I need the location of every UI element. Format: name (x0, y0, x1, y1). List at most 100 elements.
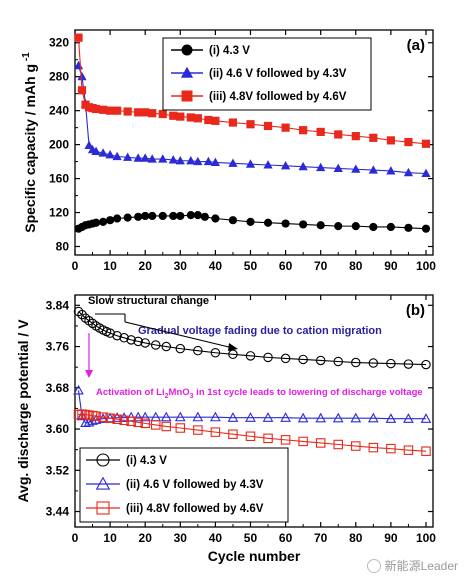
arrow-head-magenta (85, 370, 93, 378)
data-point (193, 210, 202, 220)
data-point (77, 71, 87, 81)
data-point (186, 155, 196, 165)
data-point (316, 162, 326, 172)
x-tick-label: 80 (349, 531, 363, 545)
x-tick-label: 90 (384, 531, 398, 545)
data-point (404, 137, 413, 147)
data-point (113, 106, 122, 115)
data-point (76, 410, 88, 421)
annotation-activation-part: in 1st cycle leads to lowering of discha… (194, 387, 423, 398)
data-point (245, 412, 256, 422)
data-point (280, 161, 291, 170)
data-point (368, 442, 379, 453)
x-tick-label: 70 (314, 531, 328, 545)
data-point (111, 412, 123, 422)
series-line (78, 413, 427, 452)
x-tick-label: 60 (279, 259, 293, 273)
data-point (334, 130, 343, 139)
data-point (147, 154, 157, 163)
legend-label: (iii) 4.8V followed by 4.6V (209, 91, 347, 103)
data-point (91, 146, 101, 155)
data-point (368, 358, 379, 368)
data-point (262, 412, 274, 422)
data-point (204, 115, 213, 125)
data-point (421, 359, 431, 370)
data-point (367, 412, 379, 423)
data-point (245, 159, 256, 168)
data-point (118, 412, 130, 422)
data-point (351, 164, 361, 173)
legend-label: (i) 4.3 V (209, 45, 250, 57)
data-point (369, 133, 378, 142)
data-point (193, 425, 203, 435)
data-point (192, 411, 204, 422)
data-point (263, 352, 273, 363)
data-point (98, 105, 108, 114)
data-point (298, 436, 308, 447)
data-point (77, 309, 87, 320)
data-point (141, 211, 150, 221)
series-3 (74, 33, 431, 148)
data-point (386, 443, 396, 454)
y-tick-label: 3.44 (46, 505, 70, 519)
data-point (350, 412, 362, 423)
data-point (73, 60, 84, 70)
data-point (113, 214, 122, 223)
data-point (386, 222, 395, 232)
data-point (133, 153, 143, 162)
y-tick-label: 240 (49, 104, 69, 118)
data-point (112, 414, 122, 424)
y-tick-label: 320 (49, 36, 69, 50)
annotation-activation-part: Activation of Li (96, 387, 165, 398)
x-tick-label: 90 (384, 259, 398, 273)
data-point (105, 328, 115, 338)
data-point (123, 213, 132, 222)
data-point (280, 435, 291, 445)
legend: (i) 4.3 V (ii) 4.6 V followed by 4.3V (iii… (162, 37, 372, 111)
data-point (351, 357, 361, 368)
data-point (139, 411, 151, 422)
series-3 (73, 409, 431, 456)
annotation-activation-sub: 2 (165, 393, 169, 400)
data-point (421, 168, 431, 178)
x-axis-label: Cycle number (208, 548, 301, 564)
x-tick-label: 10 (103, 531, 117, 545)
data-point (333, 356, 343, 367)
annotation-voltage-fading: Gradual voltage fading due to cation mig… (138, 325, 382, 337)
data-point (112, 151, 122, 161)
watermark: 新能源Leader (366, 557, 458, 574)
data-point (421, 224, 431, 233)
data-point (140, 153, 150, 162)
y-tick-label: 3.76 (46, 340, 70, 354)
panel-a-chart: 0 10 20 30 40 50 60 70 80 90 100 80 120 160 200 240 280 3… (21, 29, 436, 273)
data-point (403, 445, 414, 455)
x-tick-label: 20 (139, 259, 153, 273)
data-point (119, 333, 129, 343)
data-point (126, 335, 136, 345)
data-point (386, 358, 396, 369)
y-tick-label: 3.52 (46, 463, 70, 477)
data-point (210, 427, 221, 437)
data-point (368, 165, 378, 174)
data-point (186, 210, 195, 220)
data-point (228, 216, 238, 225)
data-point (246, 217, 255, 226)
annotations: Slow structural change Gradual voltage fa… (85, 295, 423, 400)
data-point (77, 86, 87, 95)
x-tick-label: 50 (244, 531, 258, 545)
data-point (281, 123, 290, 132)
data-point (386, 136, 395, 145)
data-point (315, 412, 327, 423)
data-point (98, 148, 108, 157)
data-point (280, 353, 291, 364)
data-point (420, 413, 432, 423)
data-point (200, 212, 209, 221)
legend-marker (96, 501, 110, 515)
legend-marker (180, 66, 194, 78)
data-point (211, 116, 220, 125)
data-point (332, 412, 344, 423)
data-point (83, 416, 95, 427)
x-tick-label: 80 (349, 259, 363, 273)
data-point (369, 222, 378, 232)
data-point (158, 154, 168, 163)
